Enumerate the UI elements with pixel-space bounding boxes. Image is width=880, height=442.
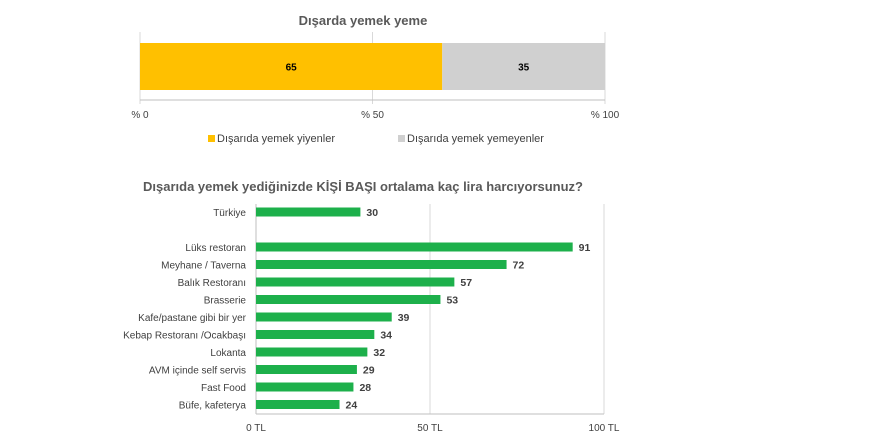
chart1-bar-segment <box>140 43 443 90</box>
chart2-bar <box>256 312 392 322</box>
chart2-bar <box>256 260 507 269</box>
chart1-tick-label: % 0 <box>131 110 149 121</box>
chart-dining-out-share: Dışarda yemek yeme % 0 % 50 % 100 65 35 Dışarı… <box>131 13 620 145</box>
chart2-bar <box>256 242 573 252</box>
chart2-category-label: Balık Restoranı <box>178 278 246 289</box>
chart1-tick-label: % 100 <box>591 110 620 121</box>
chart2-category-label: Büfe, kafeterya <box>179 401 247 412</box>
chart2-category-label: Lüks restoran <box>185 243 246 254</box>
chart2-data-label: 39 <box>398 312 410 324</box>
chart2-category-label: Brasserie <box>204 296 247 307</box>
chart2-category-label: Kebap Restoranı /Ocakbaşı <box>123 331 246 342</box>
chart1-legend-swatch <box>208 135 215 142</box>
chart2-title: Dışarıda yemek yediğinizde KİŞİ BAŞI ort… <box>143 179 583 194</box>
chart2-data-label: 29 <box>363 365 375 377</box>
chart1-legend-swatch <box>398 135 405 142</box>
chart2-data-label: 32 <box>373 347 385 359</box>
chart2-data-label: 24 <box>346 400 358 412</box>
chart2-data-label: 57 <box>460 277 472 289</box>
chart1-tick-label: % 50 <box>361 110 384 121</box>
chart2-category-label: AVM içinde self servis <box>149 366 246 377</box>
chart2-category-label: Türkiye <box>213 208 246 219</box>
chart2-data-label: 91 <box>579 242 591 254</box>
chart2-bar <box>256 295 441 304</box>
chart2-data-label: 34 <box>380 330 392 342</box>
chart1-data-label: 65 <box>286 63 298 74</box>
chart2-bar <box>256 330 375 339</box>
chart2-data-label: 28 <box>359 382 371 394</box>
chart1-legend-label: Dışarıda yemek yemeyenler <box>407 133 544 145</box>
chart1-legend-label: Dışarıda yemek yiyenler <box>217 133 335 145</box>
chart2-tick-label: 100 TL <box>589 423 620 434</box>
chart1-title: Dışarda yemek yeme <box>299 13 428 28</box>
chart2-bar <box>256 382 354 392</box>
chart2-data-label: 72 <box>513 260 525 272</box>
chart2-bar <box>256 277 455 287</box>
chart2-tick-label: 0 TL <box>246 423 266 434</box>
chart1-bar-segment <box>442 43 605 90</box>
chart2-bar <box>256 400 340 409</box>
chart2-data-label: 53 <box>446 295 458 307</box>
chart2-data-label: 30 <box>366 207 378 219</box>
chart2-category-label: Fast Food <box>201 383 246 394</box>
chart2-bar <box>256 365 357 374</box>
chart2-category-label: Kafe/pastane gibi bir yer <box>138 313 247 324</box>
chart2-bar <box>256 207 361 217</box>
chart1-data-label: 35 <box>518 63 530 74</box>
chart2-category-label: Meyhane / Taverna <box>161 261 246 272</box>
chart2-bar <box>256 347 368 357</box>
chart2-category-label: Lokanta <box>210 348 246 359</box>
chart2-tick-label: 50 TL <box>417 423 443 434</box>
